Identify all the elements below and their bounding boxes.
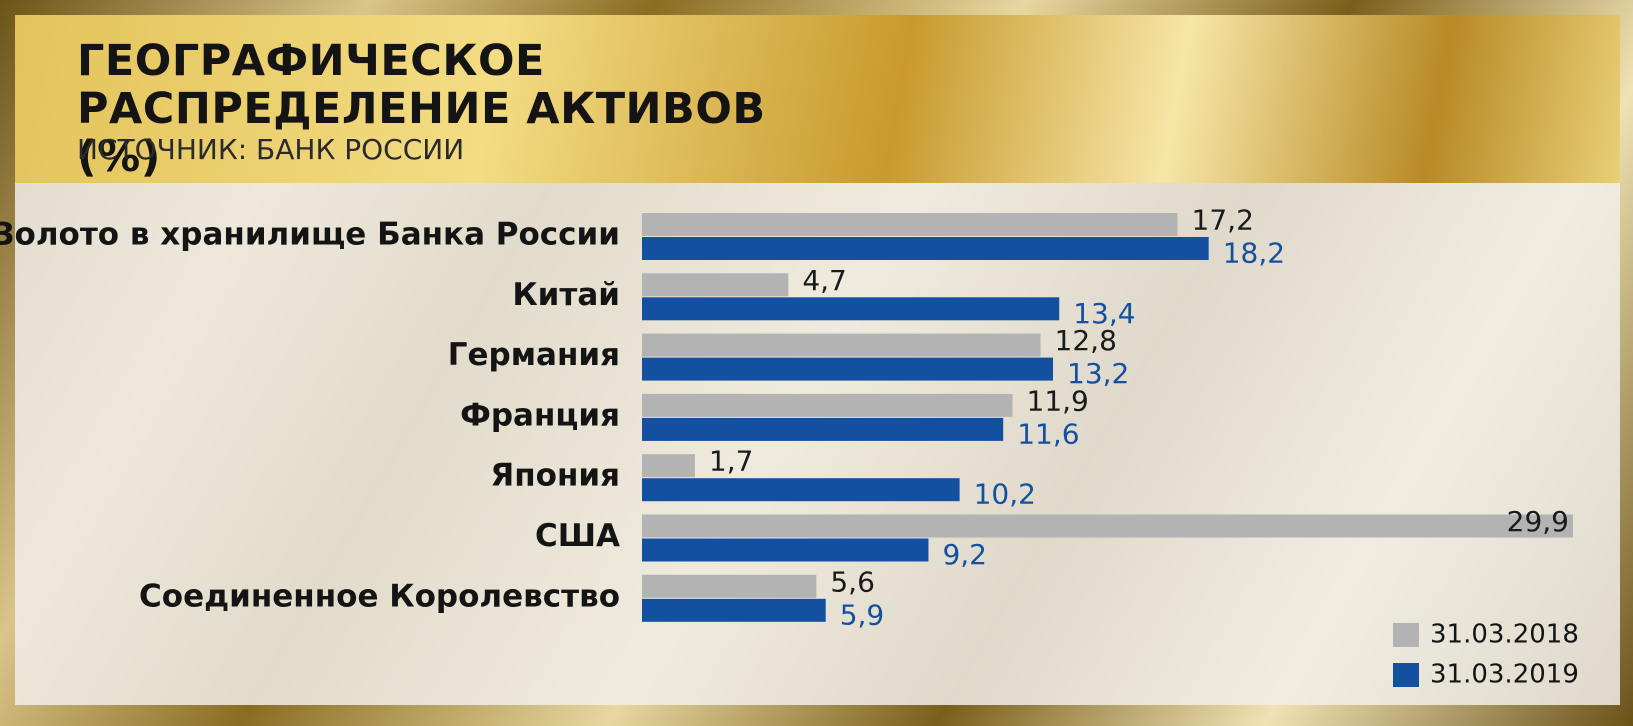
header: ГЕОГРАФИЧЕСКОЕ РАСПРЕДЕЛЕНИЕ АКТИВОВ (%)… xyxy=(15,15,1620,183)
bar xyxy=(642,514,1573,538)
chart-title: ГЕОГРАФИЧЕСКОЕ РАСПРЕДЕЛЕНИЕ АКТИВОВ (%) xyxy=(77,36,766,182)
bar xyxy=(642,333,1041,357)
bar xyxy=(642,213,1178,236)
value-label: 11,9 xyxy=(1027,384,1089,417)
bar xyxy=(642,357,1054,381)
value-label: 12,8 xyxy=(1055,324,1117,357)
chart-subtitle: ИСТОЧНИК: БАНК РОССИИ xyxy=(77,133,465,166)
bar xyxy=(642,237,1209,260)
category-label: Франция xyxy=(460,397,620,433)
value-label: 18,2 xyxy=(1223,237,1285,270)
legend-swatch xyxy=(1393,623,1419,647)
bar xyxy=(642,598,826,622)
value-label: 4,7 xyxy=(802,264,847,297)
value-label: 13,4 xyxy=(1073,297,1135,330)
bar xyxy=(642,574,817,598)
bar xyxy=(642,538,929,562)
legend-label: 31.03.2018 xyxy=(1430,620,1579,650)
value-label: 1,7 xyxy=(709,445,754,478)
value-label: 5,9 xyxy=(840,598,885,631)
value-label: 13,2 xyxy=(1067,357,1129,390)
bar xyxy=(642,393,1013,417)
bar xyxy=(642,454,695,478)
category-label: Япония xyxy=(490,458,620,494)
bar xyxy=(642,417,1004,441)
category-label: США xyxy=(535,518,620,554)
value-label: 29,9 xyxy=(1507,505,1569,538)
bar xyxy=(642,273,789,297)
category-label: Китай xyxy=(512,277,620,313)
value-label: 5,6 xyxy=(830,565,875,598)
bar xyxy=(642,297,1060,321)
legend-swatch xyxy=(1393,663,1419,687)
value-label: 10,2 xyxy=(974,478,1036,511)
category-label: Германия xyxy=(448,337,620,373)
legend-label: 31.03.2019 xyxy=(1430,660,1579,690)
category-label: Золото в хранилище Банка России xyxy=(0,217,620,253)
category-label: Соединенное Королевство xyxy=(139,578,620,614)
value-label: 11,6 xyxy=(1017,417,1079,450)
bar xyxy=(642,478,960,502)
value-label: 9,2 xyxy=(942,538,987,571)
value-label: 17,2 xyxy=(1192,204,1254,237)
